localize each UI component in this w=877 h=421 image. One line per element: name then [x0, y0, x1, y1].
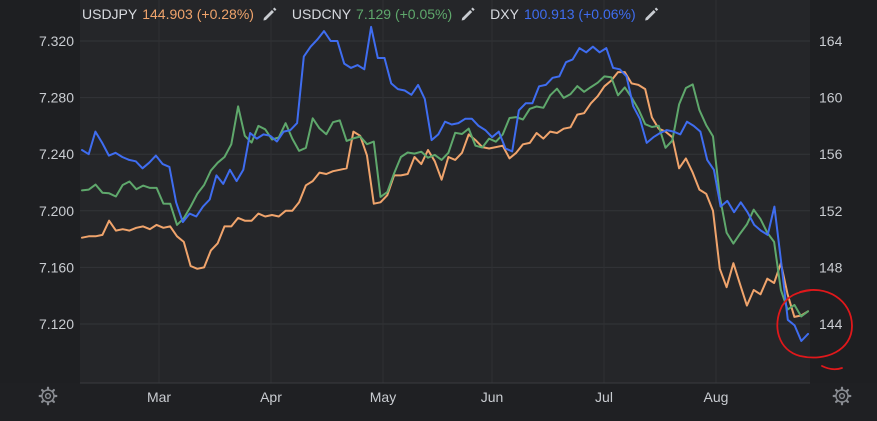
- left-axis-tick-label: 7.160: [39, 259, 74, 275]
- legend: USDJPY 144.903 (+0.28%) USDCNY 7.129 (+0.05…: [82, 6, 659, 22]
- x-axis-tick-label: May: [370, 389, 396, 405]
- x-axis-tick-label: Apr: [260, 389, 282, 405]
- series-line-dxy: [81, 25, 809, 342]
- legend-series-name: USDJPY: [82, 6, 138, 22]
- grid-lines: [80, 0, 810, 383]
- annotation-circle: [776, 289, 853, 371]
- pencil-tip: [471, 7, 475, 11]
- edit-pencil-icon[interactable]: [645, 7, 659, 21]
- left-settings-gear-icon[interactable]: [38, 386, 58, 406]
- legend-item-dxy[interactable]: DXY 100.913 (+0.06%): [490, 6, 659, 22]
- right-axis-tick-label: 160: [819, 90, 843, 106]
- legend-series-value: 144.903 (+0.28%): [142, 6, 254, 22]
- plot-area: [80, 0, 810, 383]
- x-axis-tick-label: Mar: [147, 389, 171, 405]
- right-axis-tick-label: 152: [819, 203, 843, 219]
- pencil-tip: [272, 7, 277, 11]
- series-line-usdcny: [81, 75, 809, 318]
- pencil-tip: [654, 7, 659, 11]
- x-axis-ticks: Mar Apr May Jun Jul Aug: [147, 389, 729, 405]
- right-axis-tick-label: 156: [819, 146, 843, 162]
- right-axis-ticks: 144 148 152 156 160 164: [819, 33, 843, 332]
- x-axis-tick-label: Jun: [481, 389, 504, 405]
- left-axis-tick-label: 7.240: [39, 146, 74, 162]
- x-axis-band: [0, 383, 877, 421]
- legend-item-usdcny[interactable]: USDCNY 7.129 (+0.05%): [292, 6, 475, 22]
- left-axis-tick-label: 7.320: [39, 33, 74, 49]
- right-axis-tick-label: 164: [819, 33, 843, 49]
- edit-pencil-icon[interactable]: [461, 7, 475, 21]
- legend-series-name: USDCNY: [292, 6, 352, 22]
- edit-pencil-icon[interactable]: [263, 7, 277, 21]
- legend-item-usdjpy[interactable]: USDJPY 144.903 (+0.28%): [82, 6, 277, 22]
- pencil-body: [645, 10, 656, 21]
- legend-series-value: 7.129 (+0.05%): [356, 6, 452, 22]
- pencil-body: [461, 10, 473, 21]
- left-axis-ticks: 7.120 7.160 7.200 7.240 7.280 7.320: [39, 33, 74, 332]
- legend-series-name: DXY: [490, 6, 519, 22]
- left-axis-tick-label: 7.200: [39, 203, 74, 219]
- series-lines: [81, 25, 809, 342]
- series-line-usdjpy: [81, 71, 809, 318]
- right-settings-gear-icon[interactable]: [832, 386, 852, 406]
- x-axis-tick-label: Aug: [704, 389, 729, 405]
- right-axis-tick-label: 148: [819, 259, 843, 275]
- left-axis-tick-label: 7.120: [39, 316, 74, 332]
- x-axis-tick-label: Jul: [595, 389, 613, 405]
- right-axis-tick-label: 144: [819, 316, 843, 332]
- legend-series-value: 100.913 (+0.06%): [524, 6, 636, 22]
- left-axis-tick-label: 7.280: [39, 90, 74, 106]
- pencil-body: [263, 10, 274, 21]
